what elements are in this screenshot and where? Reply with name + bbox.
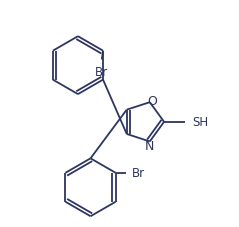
- Text: N: N: [145, 139, 154, 152]
- Text: Br: Br: [132, 167, 145, 180]
- Text: O: O: [147, 94, 157, 107]
- Text: SH: SH: [193, 116, 209, 129]
- Text: Br: Br: [95, 66, 108, 79]
